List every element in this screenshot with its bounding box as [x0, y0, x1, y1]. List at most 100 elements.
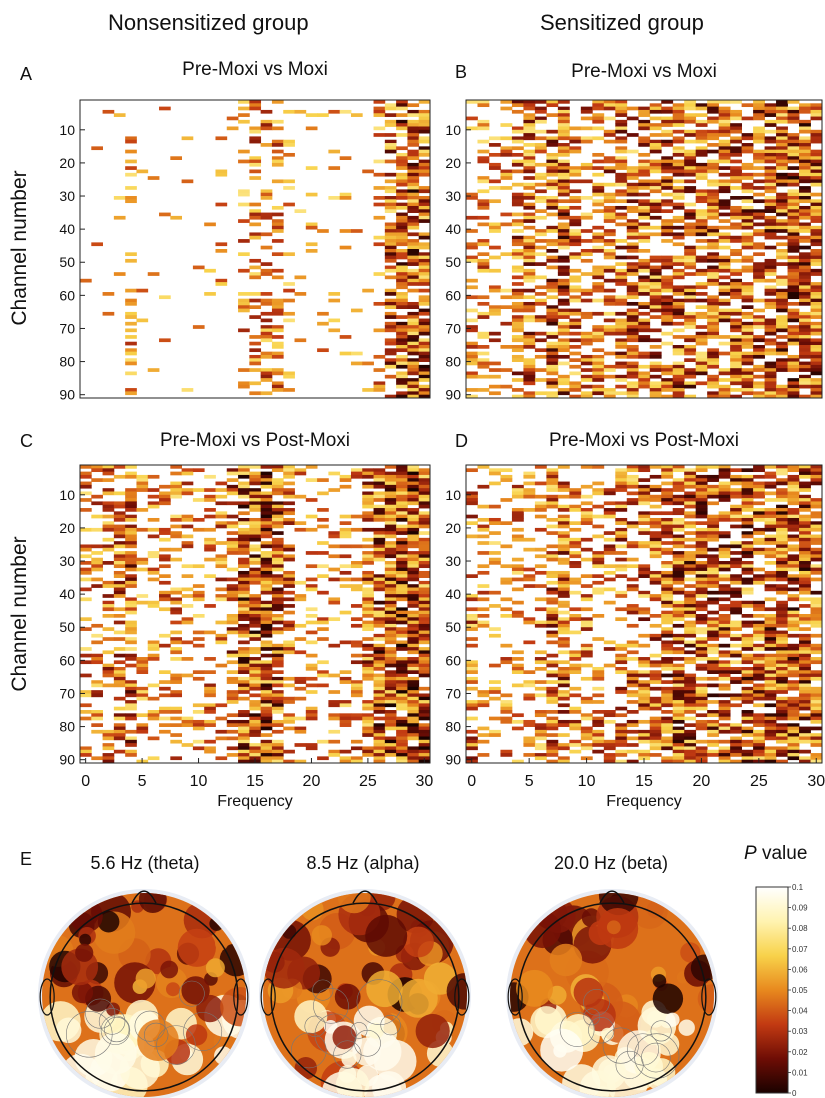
heatmap-cell: [260, 189, 273, 194]
heatmap-cell: [603, 156, 616, 160]
heatmap-cell: [787, 139, 800, 144]
heatmap-cell: [661, 116, 674, 121]
heatmap-cell: [147, 570, 160, 575]
heatmap-cell: [730, 113, 743, 117]
heatmap-cell: [695, 504, 708, 509]
heatmap-cell: [626, 133, 639, 137]
heatmap-cell: [466, 100, 478, 104]
heatmap-cell: [730, 152, 743, 157]
heatmap-cell: [603, 215, 616, 220]
heatmap-cell: [661, 465, 674, 469]
heatmap-cell: [136, 600, 149, 605]
heatmap-cell: [730, 179, 743, 184]
heatmap-cell: [638, 491, 651, 496]
heatmap-cell: [799, 311, 811, 316]
heatmap-cell: [373, 504, 386, 509]
heatmap-cell: [396, 557, 408, 562]
heatmap-cell: [615, 301, 628, 306]
heatmap-cell: [418, 736, 431, 741]
heatmap-cell: [695, 481, 708, 486]
heatmap-cell: [215, 278, 228, 283]
heatmap-cell: [626, 219, 639, 223]
heatmap-cell: [661, 278, 674, 283]
heatmap-cell: [384, 574, 397, 578]
heatmap-cell: [488, 255, 501, 260]
heatmap-cell: [396, 574, 408, 578]
heatmap-cell: [730, 318, 743, 323]
heatmap-cell: [418, 232, 431, 237]
heatmap-cell: [546, 494, 559, 499]
heatmap-cell: [384, 325, 397, 329]
heatmap-cell: [638, 143, 651, 147]
heatmap-cell: [249, 159, 262, 164]
heatmap-cell: [672, 534, 685, 539]
heatmap-cell: [534, 666, 547, 671]
heatmap-cell: [328, 531, 341, 535]
heatmap-cell: [396, 471, 408, 476]
heatmap-cell: [672, 368, 685, 372]
heatmap-cell: [626, 743, 639, 747]
heatmap-cell: [466, 278, 478, 283]
heatmap-cell: [418, 358, 431, 362]
heatmap-cell: [271, 301, 284, 306]
heatmap-cell: [592, 743, 605, 747]
heatmap-cell: [546, 749, 559, 754]
heatmap-cell: [672, 706, 685, 711]
heatmap-cell: [730, 321, 743, 326]
heatmap-cell: [741, 146, 754, 151]
heatmap-cell: [603, 391, 616, 396]
heatmap-cell: [661, 488, 674, 492]
heatmap-cell: [730, 468, 743, 473]
heatmap-cell: [511, 162, 524, 167]
heatmap-cell: [407, 305, 420, 309]
heatmap-cell: [741, 219, 754, 223]
heatmap-cell: [147, 577, 160, 582]
heatmap-cell: [418, 713, 431, 718]
heatmap-cell: [418, 604, 431, 608]
heatmap-cell: [271, 680, 284, 684]
heatmap-cell: [260, 232, 273, 237]
heatmap-cell: [500, 498, 513, 502]
heatmap-cell: [603, 100, 616, 104]
heatmap-cell: [418, 594, 431, 598]
heatmap-cell: [649, 494, 662, 499]
heatmap-cell: [488, 361, 501, 366]
heatmap-cell: [204, 488, 216, 492]
heatmap-cell: [546, 501, 559, 506]
heatmap-cell: [170, 710, 183, 714]
heatmap-cell: [580, 378, 593, 382]
heatmap-cell: [557, 584, 570, 588]
heatmap-cell: [192, 517, 205, 522]
heatmap-cell: [147, 716, 160, 721]
heatmap-cell: [523, 318, 536, 323]
heatmap-cell: [350, 527, 363, 532]
heatmap-cell: [159, 531, 171, 535]
heatmap-cell: [753, 394, 765, 399]
heatmap-cell: [238, 534, 250, 539]
heatmap-cell: [626, 676, 639, 681]
heatmap-cell: [776, 196, 788, 200]
heatmap-cell: [718, 268, 731, 273]
heatmap-cell: [407, 753, 420, 757]
heatmap-cell: [546, 285, 559, 290]
heatmap-cell: [557, 113, 570, 117]
heatmap-cell: [238, 252, 250, 257]
heatmap-cell: [753, 252, 765, 257]
heatmap-cell: [260, 501, 273, 506]
heatmap-cell: [672, 498, 685, 502]
heatmap-cell: [523, 481, 536, 486]
heatmap-cell: [477, 295, 490, 300]
heatmap-cell: [730, 116, 743, 121]
heatmap-cell: [707, 531, 720, 535]
heatmap-cell: [396, 716, 408, 721]
heatmap-cell: [466, 325, 478, 329]
heatmap-cell: [238, 113, 250, 117]
heatmap-cell: [707, 557, 720, 562]
heatmap-cell: [649, 215, 662, 220]
heatmap-cell: [477, 268, 490, 273]
heatmap-cell: [511, 321, 524, 326]
heatmap-cell: [249, 633, 262, 638]
heatmap-cell: [136, 567, 149, 572]
heatmap-cell: [113, 465, 126, 469]
